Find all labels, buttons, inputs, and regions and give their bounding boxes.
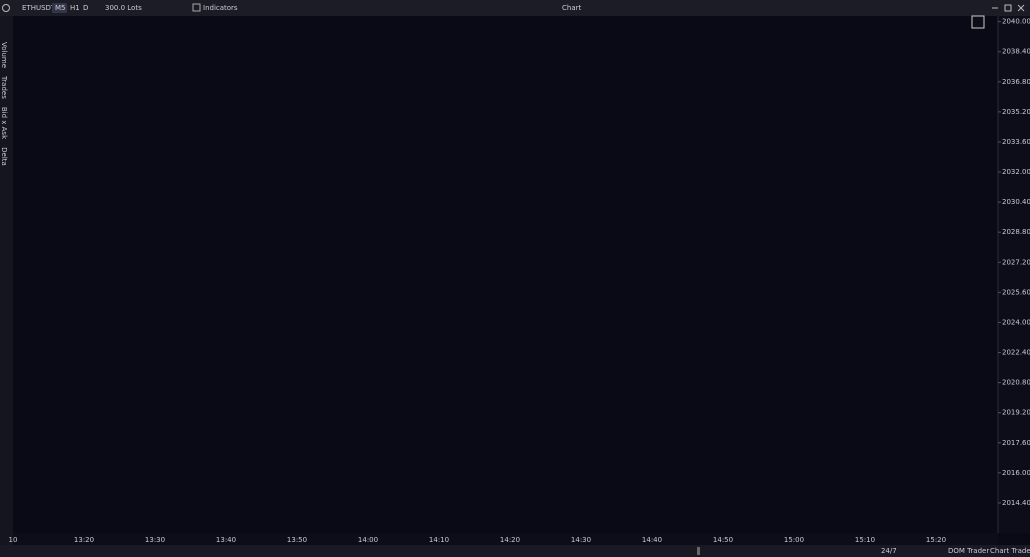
time-label: 13:40: [216, 536, 236, 544]
price-label: 2036.80: [1002, 78, 1030, 86]
sidebar-tab[interactable]: Trades: [0, 75, 8, 99]
lots[interactable]: 300.0 Lots: [105, 4, 142, 12]
symbol[interactable]: ETHUSDT: [22, 4, 56, 12]
price-label: 2030.40: [1002, 198, 1030, 206]
price-label: 2035.20: [1002, 108, 1030, 116]
indicators-icon: [192, 3, 201, 12]
status-bar: [0, 545, 1030, 557]
window-title: Chart: [562, 4, 581, 12]
time-label: 15:00: [784, 536, 804, 544]
price-label: 2019.20: [1002, 409, 1030, 417]
window-controls[interactable]: [992, 4, 1025, 12]
timeframe[interactable]: D: [83, 4, 88, 12]
logo: [2, 4, 10, 12]
time-label: 14:30: [571, 536, 591, 544]
price-label: 2020.80: [1002, 379, 1030, 387]
sidebar-tab[interactable]: Delta: [0, 147, 8, 166]
chart-trader-button[interactable]: Chart Trader: [990, 547, 1030, 555]
time-label: 13:20: [74, 536, 94, 544]
time-label: 13:30: [145, 536, 165, 544]
time-label: 15:20: [926, 536, 946, 544]
time-axis: [13, 533, 998, 545]
price-label: 2017.60: [1002, 439, 1030, 447]
left-sidebar: [0, 16, 13, 545]
timeframe[interactable]: H1: [70, 4, 80, 12]
sidebar-tabs: Volume Trades Bid x Ask Delta: [0, 42, 8, 166]
time-label: 15:10: [855, 536, 875, 544]
toolbar: [0, 0, 1030, 16]
time-label: 14:40: [642, 536, 662, 544]
price-axis: [998, 16, 1030, 533]
price-label: 2024.00: [1002, 318, 1030, 326]
time-label: 14:50: [713, 536, 733, 544]
session[interactable]: 24/7: [881, 547, 897, 555]
price-label: 2028.80: [1002, 228, 1030, 236]
price-label: 2022.40: [1002, 349, 1030, 357]
price-label: 2038.40: [1002, 48, 1030, 56]
time-label: 14:20: [500, 536, 520, 544]
price-label: 2014.40: [1002, 499, 1030, 507]
indicators-button[interactable]: Indicators: [203, 4, 238, 12]
timeframe[interactable]: M5: [55, 4, 66, 12]
timeframe-active: [52, 3, 67, 13]
dom-trader-button[interactable]: DOM Trader: [948, 547, 989, 555]
sidebar-tab[interactable]: Volume: [0, 42, 8, 68]
price-label: 2033.60: [1002, 138, 1030, 146]
time-label: 14:00: [358, 536, 378, 544]
price-label: 2040.00: [1002, 18, 1030, 26]
time-label: 13:50: [287, 536, 307, 544]
price-label: 2027.20: [1002, 258, 1030, 266]
scroll-to-end[interactable]: [971, 15, 985, 29]
scrollbar-thumb[interactable]: [697, 547, 700, 555]
price-label: 2016.00: [1002, 469, 1030, 477]
sidebar-tab[interactable]: Bid x Ask: [0, 107, 8, 140]
time-label: 10: [9, 536, 18, 544]
price-label: 2032.00: [1002, 168, 1030, 176]
price-label: 2025.60: [1002, 288, 1030, 296]
time-label: 14:10: [429, 536, 449, 544]
